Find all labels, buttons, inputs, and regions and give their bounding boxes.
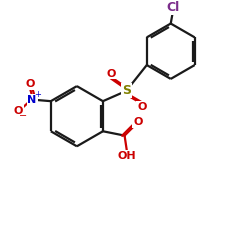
- Text: +: +: [34, 90, 41, 99]
- Text: N: N: [28, 95, 37, 105]
- Text: OH: OH: [118, 151, 136, 161]
- Text: O: O: [13, 106, 23, 116]
- Text: O: O: [26, 79, 35, 89]
- Text: O: O: [137, 102, 146, 112]
- Text: O: O: [106, 68, 116, 78]
- Text: S: S: [122, 84, 131, 98]
- Text: −: −: [19, 110, 28, 120]
- Text: O: O: [133, 117, 142, 127]
- Text: Cl: Cl: [166, 2, 179, 15]
